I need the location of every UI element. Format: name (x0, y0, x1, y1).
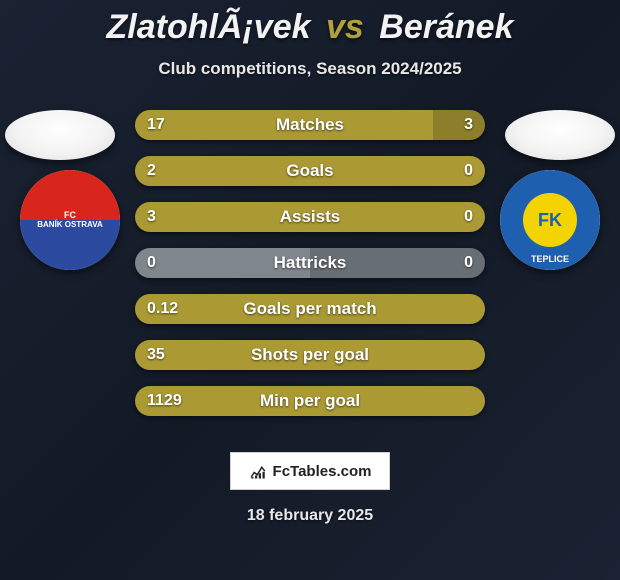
bar-seg-p1 (135, 340, 485, 370)
bar-seg-p2 (433, 110, 486, 140)
vs-text: vs (326, 8, 364, 46)
crest2-center-text: FK (538, 210, 562, 231)
stat-bar-row: Hattricks00 (135, 248, 485, 278)
comparison-stage: FC BANÍK OSTRAVA FK TEPLICE Matches173 Go… (0, 110, 620, 450)
crest2-ring-text: TEPLICE (500, 254, 600, 264)
crest2-center: FK (523, 193, 577, 247)
bar-seg-p2 (310, 248, 485, 278)
crest1-bot: BANÍK OSTRAVA (20, 220, 120, 270)
stat-bar-row: Goals20 (135, 156, 485, 186)
crest1-top-text: FC (64, 210, 76, 220)
player1-crest: FC BANÍK OSTRAVA (20, 170, 120, 270)
bar-seg-p1 (135, 202, 485, 232)
player1-name: ZlatohlÃ¡vek (107, 8, 311, 46)
bar-seg-p1 (135, 248, 310, 278)
player2-name: Beránek (379, 8, 513, 46)
footer-date: 18 february 2025 (0, 507, 620, 525)
crest1-bot-text: BANÍK OSTRAVA (37, 220, 102, 229)
player2-platform (505, 110, 615, 160)
subtitle: Club competitions, Season 2024/2025 (0, 59, 620, 79)
bar-seg-p1 (135, 110, 433, 140)
player2-crest: FK TEPLICE (500, 170, 600, 270)
brand-text: FcTables.com (273, 463, 372, 480)
brand-badge[interactable]: FcTables.com (230, 452, 390, 490)
stat-bar-row: Min per goal1129 (135, 386, 485, 416)
stat-bar-row: Goals per match0.12 (135, 294, 485, 324)
player1-platform (5, 110, 115, 160)
stat-bar-row: Shots per goal35 (135, 340, 485, 370)
comparison-title: ZlatohlÃ¡vek vs Beránek (0, 0, 620, 47)
bar-seg-p1 (135, 386, 485, 416)
crest1-top: FC (20, 170, 120, 220)
bar-seg-p1 (135, 294, 485, 324)
bar-seg-p1 (135, 156, 485, 186)
stat-bar-row: Matches173 (135, 110, 485, 140)
stat-bars: Matches173 Goals20 Assists30 Hattricks00 Goa… (135, 110, 485, 432)
stat-bar-row: Assists30 (135, 202, 485, 232)
chart-icon (249, 462, 267, 480)
